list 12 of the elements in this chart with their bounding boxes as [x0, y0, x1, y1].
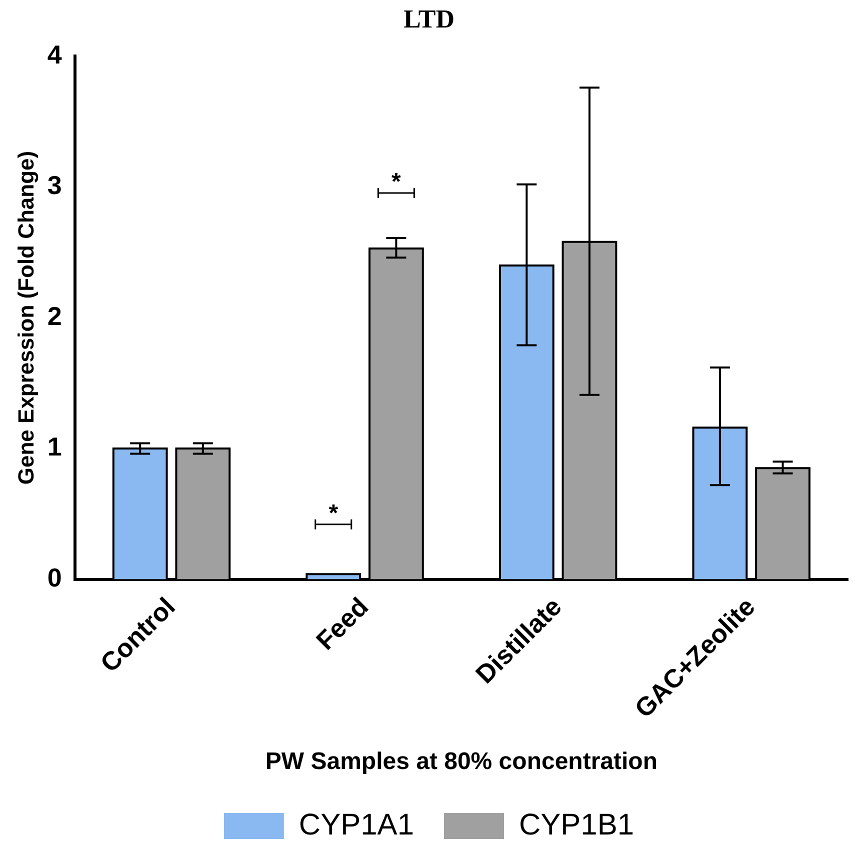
- chart-title: LTD: [403, 4, 455, 34]
- x-axis-title: PW Samples at 80% concentration: [265, 748, 658, 776]
- y-tick-label: 4: [47, 39, 62, 70]
- annotation: *: [328, 500, 339, 527]
- y-tick-label: 2: [47, 300, 62, 331]
- y-axis-title: Gene Expression (Fold Change): [13, 150, 38, 485]
- y-tick-label: 3: [47, 170, 62, 200]
- y-tick-label: 1: [47, 432, 62, 462]
- legend-label: CYP1A1: [298, 808, 414, 842]
- y-tick-label: 0: [47, 562, 62, 592]
- legend-label: CYP1B1: [519, 808, 634, 842]
- annotation: *: [392, 168, 402, 196]
